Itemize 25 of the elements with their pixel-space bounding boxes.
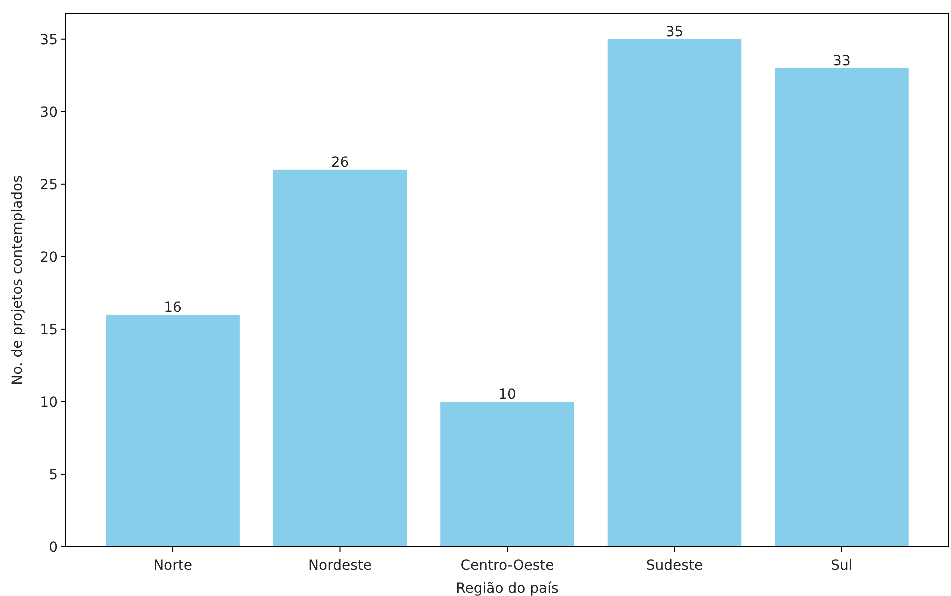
x-tick-label: Centro-Oeste bbox=[460, 558, 554, 574]
x-tick-label: Norte bbox=[154, 558, 192, 574]
x-tick-label: Nordeste bbox=[308, 558, 372, 574]
x-tick-label: Sul bbox=[831, 558, 853, 574]
data-label: 16 bbox=[164, 300, 182, 316]
y-tick-label: 0 bbox=[49, 540, 58, 556]
bar bbox=[608, 39, 742, 547]
bar bbox=[775, 68, 909, 547]
data-label: 10 bbox=[498, 386, 516, 403]
data-label: 35 bbox=[666, 24, 684, 40]
y-tick-label: 10 bbox=[40, 394, 58, 411]
data-label: 26 bbox=[331, 154, 350, 171]
bar bbox=[106, 314, 240, 547]
y-axis-title: No. de projetos contemplados bbox=[10, 176, 26, 386]
y-tick-label: 30 bbox=[40, 104, 58, 121]
x-tick-label: Sudeste bbox=[646, 558, 704, 574]
x-axis-title: Região do país bbox=[456, 581, 559, 596]
y-tick-label: 25 bbox=[40, 177, 58, 194]
y-tick-label: 35 bbox=[40, 32, 58, 48]
y-tick-label: 5 bbox=[49, 467, 58, 484]
data-label: 33 bbox=[833, 53, 851, 70]
bar bbox=[440, 402, 574, 547]
y-tick-label: 15 bbox=[40, 322, 58, 338]
y-tick-label: 20 bbox=[40, 250, 58, 266]
bar bbox=[273, 170, 408, 547]
